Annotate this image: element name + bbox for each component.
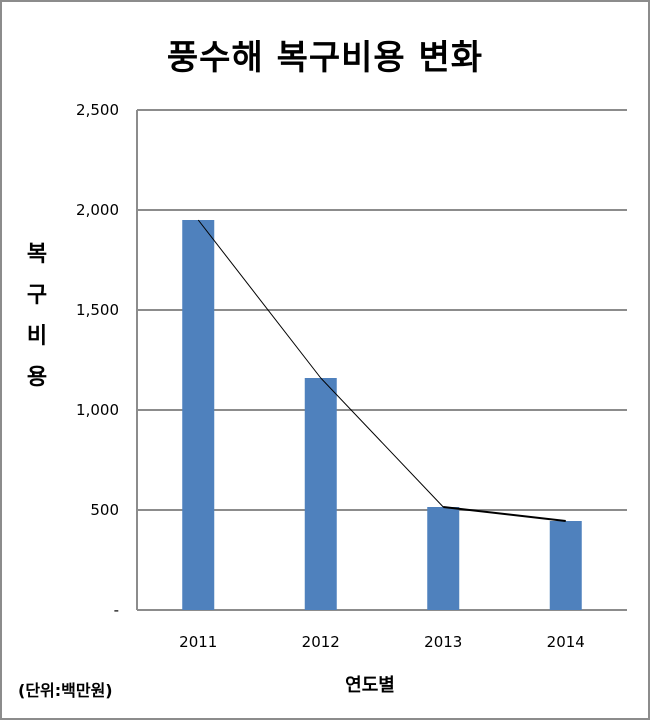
x-axis-label: 연도별 bbox=[345, 675, 395, 696]
bar bbox=[427, 507, 460, 610]
y-tick-label: 1,000 bbox=[76, 401, 119, 419]
trend-line-segment bbox=[443, 506, 566, 522]
unit-note: (단위:백만원) bbox=[18, 681, 113, 700]
x-tick-label: 2014 bbox=[547, 633, 585, 651]
x-tick-label: 2011 bbox=[179, 633, 217, 651]
trend-line-segment bbox=[320, 377, 444, 508]
bar bbox=[182, 220, 215, 610]
x-tick-label: 2013 bbox=[424, 633, 462, 651]
bar bbox=[549, 521, 582, 610]
y-tick-label: - bbox=[114, 601, 119, 619]
x-tick-label: 2012 bbox=[302, 633, 340, 651]
y-tick-label: 1,500 bbox=[76, 301, 119, 319]
bar bbox=[304, 378, 337, 610]
y-axis-label: 복구비용 bbox=[26, 242, 48, 390]
y-tick-label: 2,500 bbox=[76, 101, 119, 119]
y-tick-label: 2,000 bbox=[76, 201, 119, 219]
y-tick-label: 500 bbox=[90, 501, 119, 519]
trend-line-segment bbox=[197, 219, 322, 379]
chart-title: 풍수해 복구비용 변화 bbox=[166, 38, 484, 78]
